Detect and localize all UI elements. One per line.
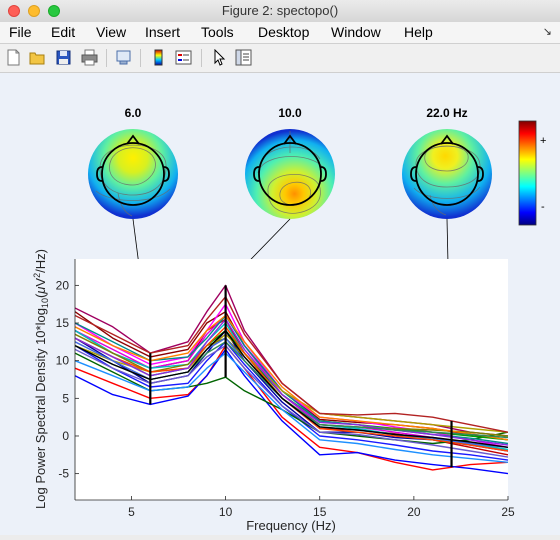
menu-bar: File Edit View Insert Tools Desktop Wind… <box>0 22 560 44</box>
menu-help[interactable]: Help <box>404 24 433 40</box>
colorbar-icon[interactable] <box>150 49 167 66</box>
legend-icon[interactable] <box>175 49 192 66</box>
y-tick-label: 10 <box>56 354 70 368</box>
left-ear <box>96 166 103 182</box>
print-icon[interactable] <box>81 49 98 66</box>
x-tick-label: 10 <box>219 505 233 519</box>
colorbar: + - <box>518 120 546 226</box>
topomap-10hz: 10.0 <box>245 106 335 219</box>
topomap-label: 22.0 Hz <box>426 106 467 120</box>
figure-canvas: 6.0 10.0 <box>0 73 560 535</box>
spectrum-lines <box>75 284 508 475</box>
topomap-6hz: 6.0 <box>88 106 178 219</box>
y-tick-label: -5 <box>58 467 69 481</box>
spectopo-figure: 6.0 10.0 <box>32 106 546 533</box>
y-tick-label: 15 <box>56 316 70 330</box>
new-figure-icon[interactable] <box>5 49 22 66</box>
x-tick-label: 5 <box>128 505 135 519</box>
spectrum-axes: 5 10 15 20 25 -5 0 5 10 15 20 Frequency (Hz) Log … <box>32 249 515 533</box>
head-outline <box>101 142 165 206</box>
menu-view[interactable]: View <box>96 24 127 40</box>
y-axis-label: Log Power Spectral Density 10*log10(μV2/… <box>32 249 50 509</box>
pointer-icon[interactable] <box>211 49 228 66</box>
spectrum-line-2 <box>75 348 508 475</box>
menu-insert[interactable]: Insert <box>145 24 181 40</box>
toolbar-separator <box>106 49 107 67</box>
right-ear <box>163 166 170 182</box>
colorbar-minus-label: - <box>541 201 545 213</box>
spectrum-line-22 <box>75 295 508 433</box>
spectrum-line-3 <box>75 341 508 461</box>
x-axis-label: Frequency (Hz) <box>246 518 336 533</box>
head-outline <box>258 142 322 206</box>
x-axis-ticks: 5 10 15 20 25 <box>128 496 515 519</box>
right-ear <box>477 166 484 182</box>
frequency-markers <box>149 285 453 468</box>
x-tick-label: 15 <box>313 505 327 519</box>
y-tick-label: 5 <box>62 391 69 405</box>
nose-marker <box>126 134 140 145</box>
window-title: Figure 2: spectopo() <box>221 3 339 18</box>
spectrum-line-15 <box>75 314 508 441</box>
y-tick-label: 20 <box>56 278 70 292</box>
link-icon[interactable] <box>115 49 132 66</box>
maximize-window-button[interactable] <box>48 5 60 17</box>
toolbar-separator <box>201 49 202 67</box>
axis-lines <box>74 259 508 501</box>
menu-file[interactable]: File <box>9 24 32 40</box>
topomap-label: 10.0 <box>278 106 302 120</box>
spectrum-line-18 <box>75 344 508 458</box>
spectrum-line-23 <box>75 352 508 463</box>
menu-edit[interactable]: Edit <box>51 24 76 40</box>
left-ear <box>253 166 260 182</box>
topomap-label: 6.0 <box>125 106 142 120</box>
y-tick-label: 0 <box>62 429 69 443</box>
left-ear <box>410 166 417 182</box>
x-tick-label: 25 <box>501 505 515 519</box>
open-file-icon[interactable] <box>29 49 46 66</box>
topomap-22hz: 22.0 Hz <box>402 106 492 219</box>
menu-desktop[interactable]: Desktop <box>258 24 310 40</box>
dock-arrow-icon[interactable]: ↘ <box>542 26 552 38</box>
colorbar-plus-label: + <box>540 135 546 147</box>
head-outline <box>415 142 479 206</box>
spectrum-line-16 <box>75 326 508 452</box>
window-titlebar: Figure 2: spectopo() <box>0 0 560 23</box>
right-ear <box>320 166 327 182</box>
nose-marker <box>440 134 454 145</box>
menu-tools[interactable]: Tools <box>201 24 234 40</box>
minimize-window-button[interactable] <box>28 5 40 17</box>
spectrum-line-1 <box>75 344 508 471</box>
close-window-button[interactable] <box>8 5 20 17</box>
menu-window[interactable]: Window <box>331 24 381 40</box>
y-axis-ticks: -5 0 5 10 15 20 <box>56 278 79 481</box>
toolbar-separator <box>140 49 141 67</box>
contour-lines <box>413 145 481 216</box>
colorbar-gradient <box>518 120 537 226</box>
spectrum-line-19 <box>75 318 508 446</box>
figure-toolbar <box>0 44 560 73</box>
save-icon[interactable] <box>55 49 72 66</box>
property-editor-icon[interactable] <box>235 49 252 66</box>
spectrum-line-21 <box>75 329 508 448</box>
nose-marker <box>283 134 297 145</box>
plot-area <box>75 259 508 500</box>
x-tick-label: 20 <box>407 505 421 519</box>
